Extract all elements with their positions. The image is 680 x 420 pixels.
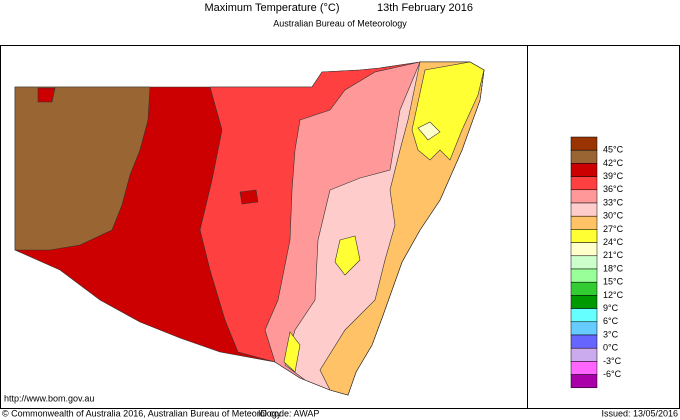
legend-label: 6°C bbox=[603, 316, 619, 326]
legend-label: 21°C bbox=[603, 250, 624, 260]
legend-label: 18°C bbox=[603, 263, 624, 273]
legend-label: 12°C bbox=[603, 290, 624, 300]
legend-swatch bbox=[570, 308, 598, 323]
url: http://www.bom.gov.au bbox=[4, 393, 94, 403]
date: 13th February 2016 bbox=[377, 2, 473, 14]
legend-label: 24°C bbox=[603, 237, 624, 247]
title: Maximum Temperature (°C) bbox=[204, 2, 339, 14]
map bbox=[14, 61, 485, 396]
legend-swatch bbox=[570, 334, 598, 349]
legend-swatch bbox=[570, 202, 598, 217]
legend-swatch bbox=[570, 189, 598, 204]
legend-label: 36°C bbox=[603, 184, 624, 194]
legend-swatch bbox=[570, 374, 598, 389]
region-42 bbox=[14, 86, 151, 251]
legend-swatch bbox=[570, 268, 598, 283]
legend-frame bbox=[527, 45, 680, 409]
legend-swatch bbox=[570, 281, 598, 296]
legend-swatch bbox=[570, 255, 598, 270]
legend-label: 45°C bbox=[603, 145, 624, 155]
legend-label: 42°C bbox=[603, 158, 624, 168]
legend-swatch bbox=[570, 163, 598, 177]
subtitle: Australian Bureau of Meteorology bbox=[273, 18, 407, 28]
legend-swatch bbox=[570, 321, 598, 336]
legend-swatch bbox=[570, 347, 598, 362]
legend-label: -6°C bbox=[603, 369, 622, 379]
legend-label: 33°C bbox=[603, 197, 624, 207]
region-24-south bbox=[283, 235, 361, 373]
legend-swatch bbox=[570, 361, 598, 375]
copyright: © Commonwealth of Australia 2016, Austra… bbox=[2, 408, 282, 418]
legend-label: 39°C bbox=[603, 171, 624, 181]
legend-swatch bbox=[570, 136, 598, 151]
legend-swatch bbox=[570, 149, 598, 164]
legend-label: -3°C bbox=[603, 356, 622, 366]
issued: Issued: 13/05/2016 bbox=[601, 408, 678, 418]
legend-swatch bbox=[570, 215, 598, 230]
legend-swatch bbox=[570, 229, 598, 243]
legend-label: 30°C bbox=[603, 211, 624, 221]
legend-label: 27°C bbox=[603, 224, 624, 234]
legend-swatch bbox=[570, 242, 598, 257]
legend-label: 9°C bbox=[603, 303, 619, 313]
legend-label: 3°C bbox=[603, 329, 619, 339]
spot-39 bbox=[37, 87, 259, 205]
legend-swatch bbox=[570, 176, 598, 191]
region-21 bbox=[417, 121, 441, 141]
legend: 45°C 42°C 39°C 36°C 33°C 30°C 27°C 24°C 21°C 18°C… bbox=[570, 136, 624, 389]
legend-label: 0°C bbox=[603, 343, 619, 353]
legend-label: 15°C bbox=[603, 277, 624, 287]
id-code: ID code: AWAP bbox=[258, 408, 319, 418]
legend-swatch bbox=[570, 295, 598, 309]
